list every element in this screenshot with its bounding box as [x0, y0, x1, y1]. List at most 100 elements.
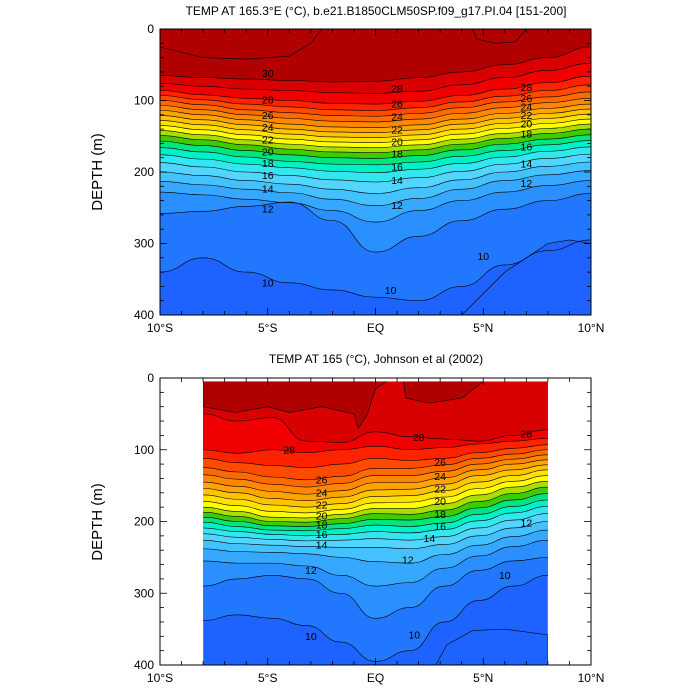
contour-label: 12 [521, 517, 533, 529]
contour-line-20 [160, 123, 591, 148]
contour-line-28 [160, 75, 591, 105]
contour-line-12 [203, 539, 548, 587]
bottom-panel: TEMP AT 165 (°C), Johnson et al (2002) 2… [89, 352, 604, 685]
top-panel-title: TEMP AT 165.3°E (°C), b.e21.B1850CLM50SP… [186, 4, 567, 18]
contour-line-17 [160, 140, 591, 166]
top-plot-area: 3028262422201816141210282624222018161412… [134, 22, 604, 335]
contour-label: 24 [434, 471, 446, 483]
contour-label: 18 [316, 520, 328, 532]
contour-label: 16 [391, 161, 403, 173]
contour-line-18 [203, 493, 548, 527]
contour-line-26 [203, 449, 548, 481]
contour-label: 10 [499, 570, 511, 582]
contour-line-17 [203, 499, 548, 532]
contour-line-28 [203, 437, 548, 454]
contour-label: 22 [262, 134, 274, 146]
contour-line-23 [203, 464, 548, 501]
contour-line-13 [203, 529, 548, 564]
bottom-panel-title: TEMP AT 165 (°C), Johnson et al (2002) [269, 352, 483, 366]
contour-label: 26 [316, 474, 328, 486]
x-tick-label: EQ [367, 321, 384, 335]
contour-label: 12 [391, 200, 403, 212]
contour-label: 14 [262, 184, 274, 196]
contour-label: 22 [521, 110, 533, 122]
contour-line-27 [203, 444, 548, 468]
cold-core [435, 628, 548, 665]
x-tick-label: EQ [367, 671, 384, 685]
contour-line-25 [160, 98, 591, 123]
contour-label: 16 [316, 529, 328, 541]
x-tick-label: 5°S [258, 671, 277, 685]
x-tick-label: 10°N [578, 671, 605, 685]
contour-label: 16 [262, 170, 274, 182]
warm-pool-east [403, 381, 484, 404]
contour-line-16 [203, 506, 548, 537]
contour-line-11 [203, 557, 548, 619]
contour-label: 22 [434, 484, 446, 496]
contour-line-23 [160, 108, 591, 133]
contour-label: 26 [434, 457, 446, 469]
warm-pool-west [203, 381, 387, 429]
contour-line-15 [160, 153, 591, 183]
contour-line-14 [203, 521, 548, 550]
contour-line-10 [160, 239, 591, 302]
warm-pool-east [472, 29, 527, 44]
y-tick-label: 300 [134, 586, 154, 600]
contour-line-25 [203, 454, 548, 488]
contour-label: 28 [283, 444, 295, 456]
x-tick-label: 5°N [473, 321, 493, 335]
contour-line-13 [160, 170, 591, 206]
contour-label: 20 [434, 496, 446, 508]
contour-label: 14 [424, 533, 436, 545]
contour-line-24 [203, 459, 548, 495]
contour-line-21 [160, 118, 591, 143]
temperature-field: 3028262422201816141210282624222018161412… [160, 29, 591, 315]
contour-line-11 [160, 193, 591, 253]
contour-line-27 [160, 84, 591, 111]
contour-label: 10 [408, 629, 420, 641]
contour-label: 18 [434, 509, 446, 521]
contour-label: 12 [402, 555, 414, 567]
contour-label: 20 [391, 136, 403, 148]
x-tick-label: 10°S [147, 671, 173, 685]
y-tick-label: 400 [134, 658, 154, 672]
contour-label: 10 [305, 631, 317, 643]
contour-line-19 [160, 128, 591, 153]
contour-label: 26 [521, 93, 533, 105]
contour-line-24 [160, 103, 591, 128]
y-tick-label: 300 [134, 237, 154, 251]
contour-label: 20 [521, 119, 533, 131]
contour-line-18 [160, 134, 591, 159]
y-tick-label: 400 [134, 308, 154, 322]
contour-label: 14 [521, 159, 533, 171]
contour-label: 28 [391, 83, 403, 95]
contour-label: 10 [477, 251, 489, 263]
contour-label: 20 [316, 510, 328, 522]
top-panel: TEMP AT 165.3°E (°C), b.e21.B1850CLM50SP… [89, 4, 604, 335]
bottom-y-axis-label: DEPTH (m) [89, 483, 106, 561]
contour-label: 28 [262, 94, 274, 106]
y-tick-label: 0 [147, 371, 154, 385]
contour-line-26 [160, 91, 591, 117]
y-tick-label: 200 [134, 515, 154, 529]
contour-label: 18 [521, 129, 533, 141]
contour-label: 16 [434, 521, 446, 533]
y-tick-label: 100 [134, 94, 154, 108]
contour-label: 14 [391, 175, 403, 187]
contour-line-14 [160, 161, 591, 194]
contour-line-29 [203, 413, 548, 443]
contour-label: 24 [391, 111, 403, 123]
contour-label: 10 [385, 285, 397, 297]
contour-label: 28 [521, 82, 533, 94]
x-tick-label: 10°N [578, 321, 605, 335]
top-y-axis-label: DEPTH (m) [89, 133, 106, 211]
contour-line-29 [160, 63, 591, 94]
contour-label: 26 [391, 99, 403, 111]
cold-core [461, 239, 591, 315]
y-tick-label: 0 [147, 22, 154, 36]
y-tick-label: 100 [134, 443, 154, 457]
contour-label: 20 [262, 146, 274, 158]
